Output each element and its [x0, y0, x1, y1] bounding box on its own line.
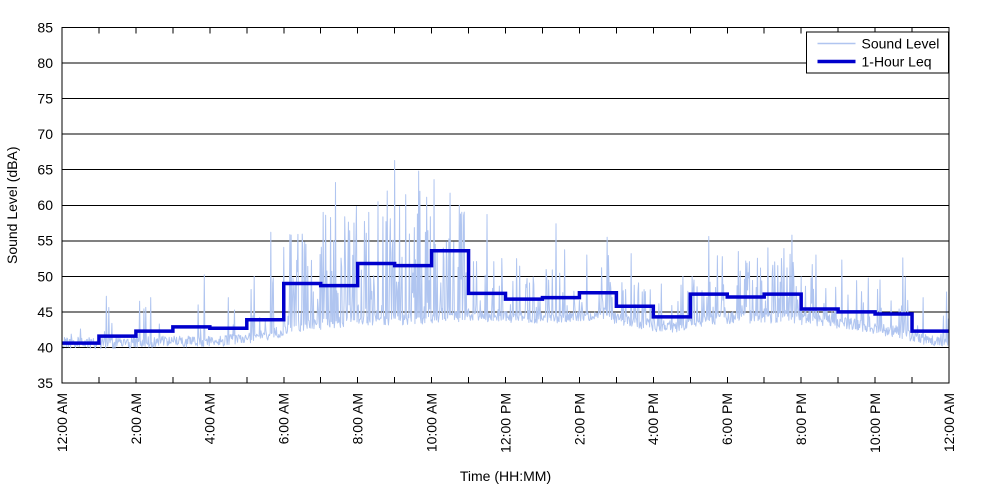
svg-text:6:00 PM: 6:00 PM: [719, 393, 735, 445]
svg-text:10:00 AM: 10:00 AM: [423, 393, 439, 452]
svg-text:45: 45: [37, 304, 53, 320]
svg-text:2:00 PM: 2:00 PM: [571, 393, 587, 445]
svg-text:40: 40: [37, 339, 53, 355]
svg-text:8:00 AM: 8:00 AM: [350, 393, 366, 444]
svg-text:35: 35: [37, 375, 53, 391]
svg-text:85: 85: [37, 19, 53, 35]
x-tick-labels: 12:00 AM 2:00 AM 4:00 AM 6:00 AM 8:00 AM 10:0…: [54, 393, 957, 453]
svg-text:4:00 PM: 4:00 PM: [645, 393, 661, 445]
svg-text:55: 55: [37, 233, 53, 249]
svg-text:12:00 AM: 12:00 AM: [941, 393, 957, 452]
svg-text:2:00 AM: 2:00 AM: [128, 393, 144, 444]
svg-text:70: 70: [37, 126, 53, 142]
svg-text:75: 75: [37, 91, 53, 107]
svg-text:80: 80: [37, 55, 53, 71]
svg-text:65: 65: [37, 162, 53, 178]
svg-text:6:00 AM: 6:00 AM: [276, 393, 292, 444]
y-axis-title: Sound Level (dBA): [4, 146, 20, 264]
svg-text:4:00 AM: 4:00 AM: [202, 393, 218, 444]
leq-step-line: [62, 249, 949, 345]
legend-entry-label: 1-Hour Leq: [862, 53, 932, 69]
svg-text:8:00 PM: 8:00 PM: [793, 393, 809, 445]
raw-sound-level-line: [61, 159, 950, 350]
svg-text:60: 60: [37, 197, 53, 213]
svg-text:10:00 PM: 10:00 PM: [867, 393, 883, 453]
x-axis-title: Time (HH:MM): [460, 468, 551, 484]
axes-box: [61, 27, 950, 384]
svg-text:50: 50: [37, 268, 53, 284]
gridlines: [62, 62, 949, 348]
svg-text:12:00 PM: 12:00 PM: [497, 393, 513, 453]
svg-text:12:00 AM: 12:00 AM: [54, 393, 70, 452]
legend-entry-label: Sound Level: [862, 35, 940, 51]
y-tick-labels: 35 40 45 50 55 60 65 70 75 80 85: [37, 19, 53, 391]
legend: Sound Level 1-Hour Leq: [806, 31, 949, 74]
